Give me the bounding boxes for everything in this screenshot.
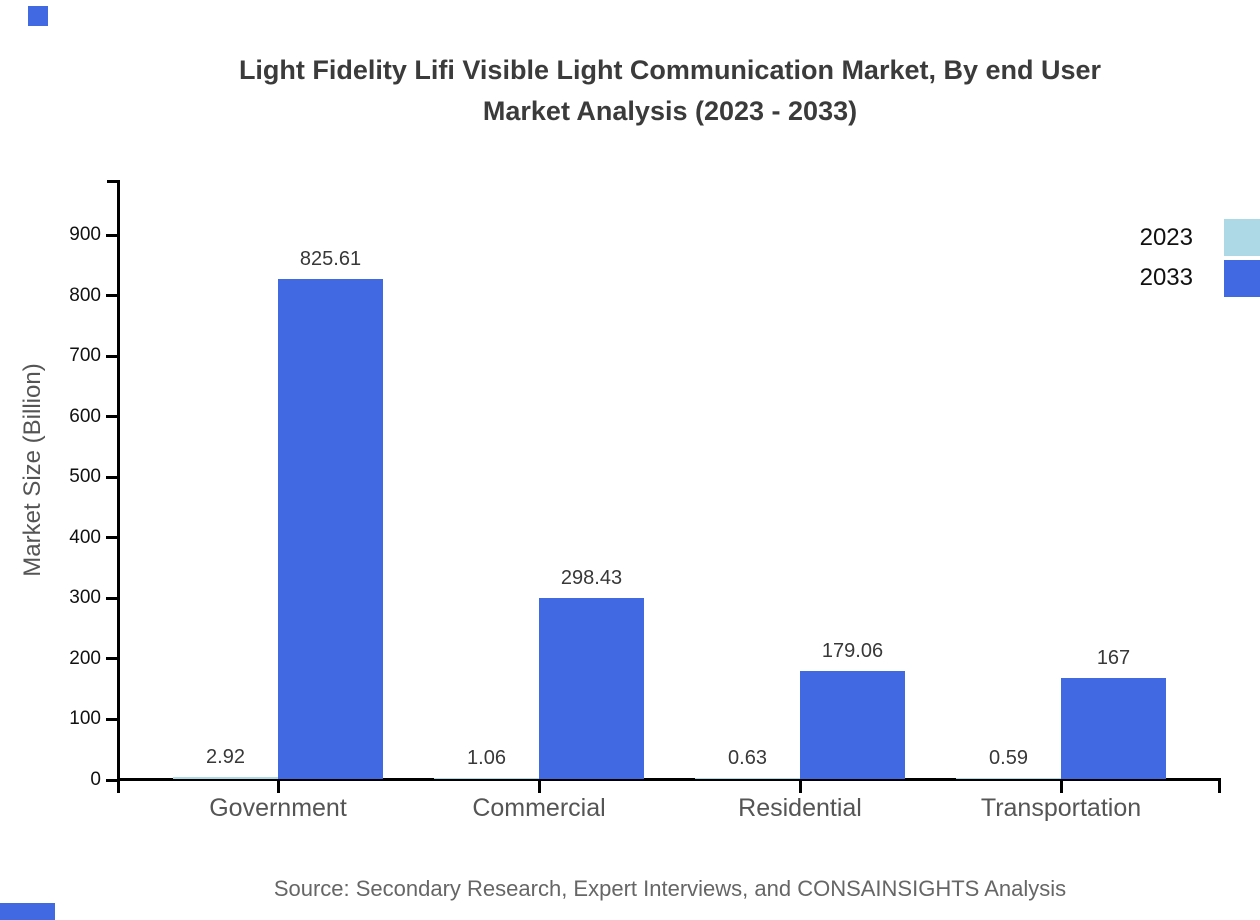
y-tick-label: 500 [69, 466, 101, 488]
y-tick-mark [106, 536, 118, 540]
y-tick-label: 600 [69, 405, 101, 427]
value-label-2023-government: 2.92 [206, 746, 245, 768]
x-axis-end-cap [1218, 778, 1221, 793]
x-tick-mark [798, 780, 802, 793]
bar-2023-government [173, 777, 278, 779]
y-tick-label: 900 [69, 224, 101, 245]
y-axis-line [117, 180, 120, 793]
value-label-2023-transportation: 0.59 [989, 747, 1028, 769]
category-label-government: Government [209, 794, 347, 822]
chart-title-line2: Market Analysis (2023 - 2033) [482, 96, 858, 126]
bar-2033-commercial [539, 598, 644, 779]
legend-swatch-2023 [1224, 219, 1260, 256]
y-tick-label: 300 [69, 587, 101, 609]
x-tick-mark [537, 780, 541, 793]
bar-2033-residential [800, 671, 905, 779]
y-tick-mark [106, 354, 118, 358]
legend-swatch-2033 [1224, 260, 1260, 297]
value-label-2033-residential: 179.06 [821, 640, 884, 662]
y-tick-mark [106, 657, 118, 661]
value-label-2023-commercial: 1.06 [467, 747, 506, 769]
y-tick-mark [106, 475, 118, 479]
value-label-2033-commercial: 298.43 [560, 567, 623, 589]
y-tick-label: 400 [69, 526, 101, 548]
chart-title-line1: Light Fidelity Lifi Visible Light Commun… [238, 55, 1102, 85]
legend-label-2033: 2033 [1139, 264, 1193, 291]
y-tick-label: 100 [69, 708, 101, 730]
y-tick-mark [106, 596, 118, 600]
legend-label-2023: 2023 [1139, 224, 1193, 251]
y-tick-label: 0 [90, 769, 101, 790]
y-tick-label: 700 [69, 345, 101, 367]
x-tick-mark [276, 780, 280, 793]
chart-title: Light Fidelity Lifi Visible Light Commun… [80, 50, 1260, 132]
bar-2023-residential [695, 778, 800, 779]
brand-corner-top-left-mark [28, 6, 48, 26]
y-tick-label: 200 [69, 647, 101, 669]
y-tick-mark [106, 294, 118, 298]
y-axis-top-cap [107, 180, 120, 183]
value-label-2033-transportation: 167 [1096, 647, 1131, 669]
bar-2033-transportation [1061, 678, 1166, 779]
y-tick-mark [106, 717, 118, 721]
category-label-transportation: Transportation [980, 794, 1142, 822]
value-label-2033-government: 825.61 [299, 248, 362, 270]
x-tick-mark [1059, 780, 1063, 793]
category-label-residential: Residential [738, 794, 862, 822]
x-axis-line [117, 778, 1221, 781]
source-line: Source: Secondary Research, Expert Inter… [273, 876, 1067, 901]
brand-corner-bottom-left-mark [0, 903, 55, 920]
y-tick-mark [106, 415, 118, 419]
y-tick-mark [106, 233, 118, 237]
bar-2023-commercial [434, 778, 539, 779]
y-tick-label: 800 [69, 284, 101, 306]
bar-2023-transportation [956, 778, 1061, 779]
category-label-commercial: Commercial [472, 794, 606, 822]
value-label-2023-residential: 0.63 [728, 747, 767, 769]
bar-2033-government [278, 279, 383, 779]
y-tick-mark [106, 778, 118, 782]
